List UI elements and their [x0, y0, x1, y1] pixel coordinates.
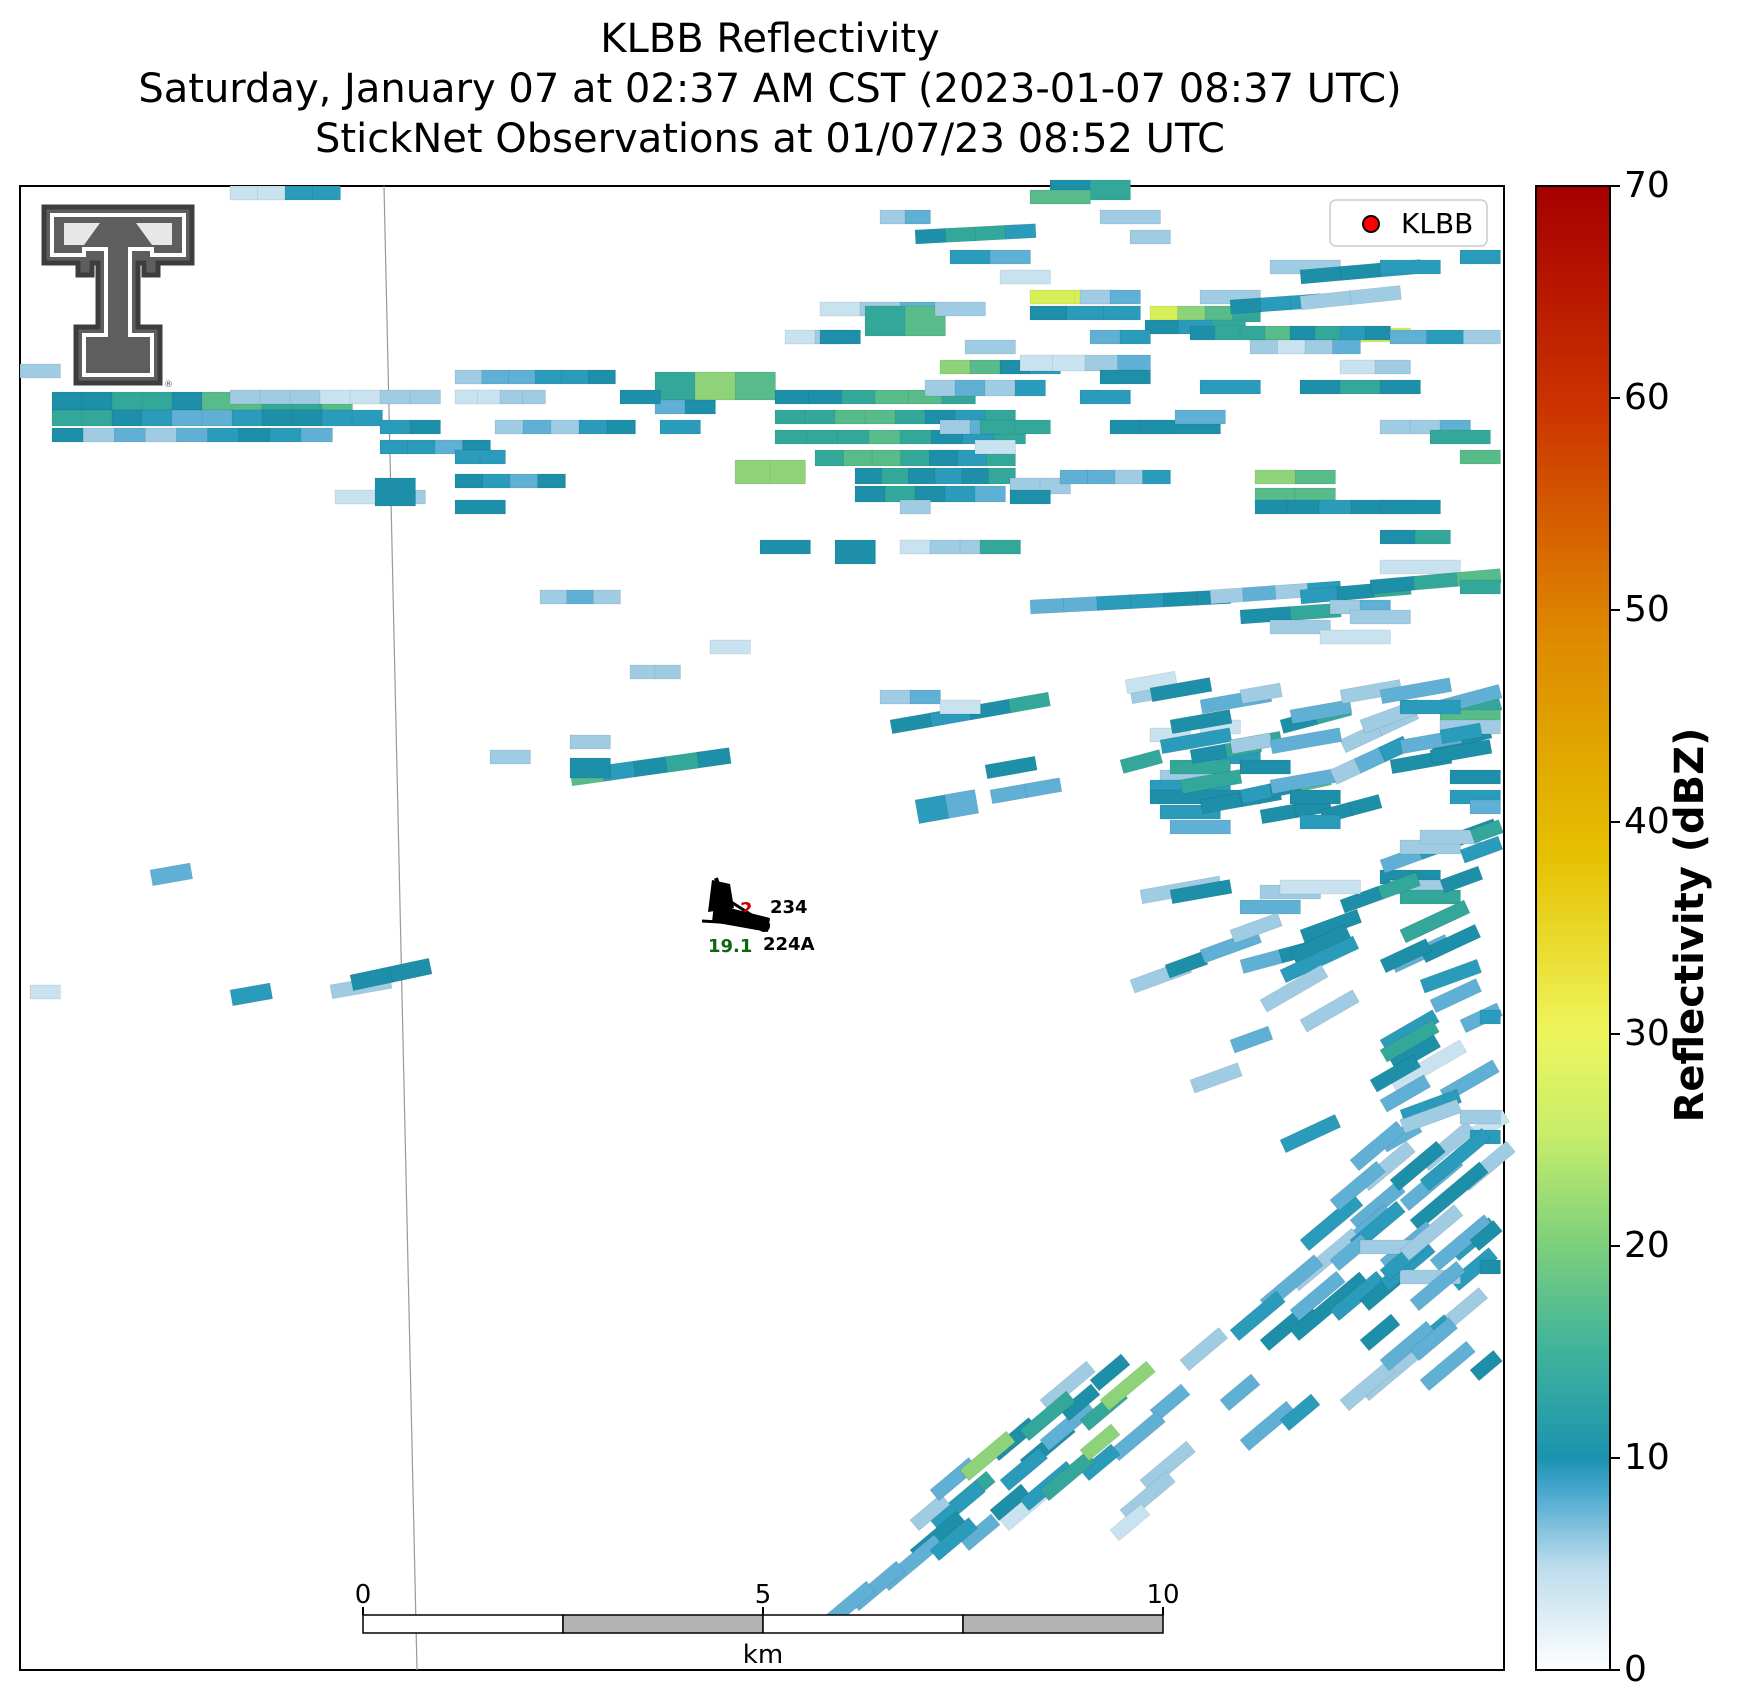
chart-title: KLBB Reflectivity	[600, 16, 940, 62]
colorbar	[1535, 185, 1620, 1671]
legend-box	[1329, 199, 1488, 247]
legend-label: KLBB	[1401, 207, 1473, 240]
colorbar-tick-50: 50	[1624, 589, 1670, 630]
legend: KLBB	[1329, 199, 1488, 247]
colorbar-tick-0: 0	[1624, 1649, 1647, 1690]
texas-tech-double-t-logo: ®	[41, 204, 195, 390]
station-plot-224a: 19.1 224A	[701, 904, 815, 957]
colorbar-tick-10: 10	[1624, 1437, 1670, 1478]
station-234-label: 234	[770, 897, 808, 918]
colorbar-label: Reflectivity (dBZ)	[1667, 727, 1713, 1123]
colorbar-tick-60: 60	[1624, 377, 1670, 418]
chart-subtitle-time: Saturday, January 07 at 02:37 AM CST (20…	[138, 66, 1402, 112]
scale-tick-5: 5	[755, 1580, 772, 1610]
svg-text:®: ®	[164, 380, 173, 390]
chart-subtitle-observations: StickNet Observations at 01/07/23 08:52 …	[315, 116, 1225, 162]
colorbar-tick-20: 20	[1624, 1225, 1670, 1266]
scale-tick-10: 10	[1146, 1580, 1179, 1610]
station-224a-value: 19.1	[708, 936, 752, 957]
radar-echoes	[19, 179, 1516, 1632]
station-224a-label: 224A	[763, 934, 815, 955]
colorbar-tick-40: 40	[1624, 801, 1670, 842]
station-plot-234: 2 234	[708, 877, 808, 926]
scale-unit: km	[743, 1640, 783, 1670]
legend-marker-klbb	[1362, 215, 1380, 233]
scale-bar: 0 5 10 km	[355, 1580, 1180, 1670]
scale-tick-0: 0	[355, 1580, 372, 1610]
colorbar-tick-30: 30	[1624, 1013, 1670, 1054]
colorbar-gradient	[1535, 185, 1611, 1671]
colorbar-tick-70: 70	[1624, 165, 1670, 206]
